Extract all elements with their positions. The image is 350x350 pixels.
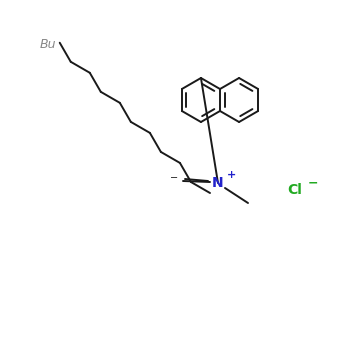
Text: −: −: [170, 173, 178, 183]
Text: +: +: [228, 170, 237, 180]
Text: Bu: Bu: [39, 38, 56, 51]
Text: Cl: Cl: [288, 183, 302, 197]
Text: N: N: [212, 176, 224, 190]
Text: −: −: [308, 176, 318, 189]
